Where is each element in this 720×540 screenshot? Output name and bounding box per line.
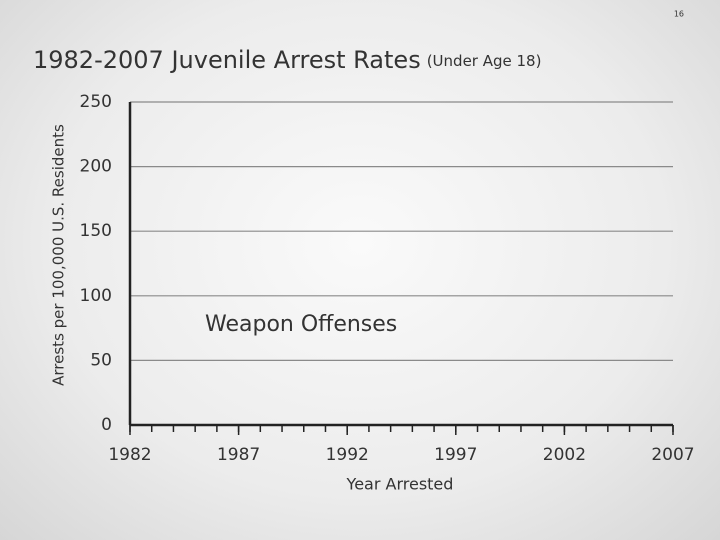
x-tick-label: 1992 xyxy=(326,445,369,465)
y-tick-label: 100 xyxy=(80,286,112,306)
x-tick-label: 1982 xyxy=(108,445,151,465)
subtitle: (Under Age 18) xyxy=(427,52,542,70)
y-tick-label: 250 xyxy=(80,92,112,112)
y-tick-label: 50 xyxy=(90,350,112,370)
title: 1982-2007 Juvenile Arrest Rates xyxy=(33,46,421,74)
y-tick-label: 0 xyxy=(101,415,112,435)
x-tick-label: 1997 xyxy=(434,445,477,465)
x-axis-title: Year Arrested xyxy=(346,475,454,494)
y-axis-title: Arrests per 100,000 U.S. Residents xyxy=(50,124,68,386)
page-number: 16 xyxy=(674,10,684,19)
y-tick-label: 200 xyxy=(80,157,112,177)
y-tick-label: 150 xyxy=(80,221,112,241)
x-tick-label: 1987 xyxy=(217,445,260,465)
chart-title: 1982-2007 Juvenile Arrest Rates (Under Ag… xyxy=(33,46,541,74)
x-tick-label: 2002 xyxy=(543,445,586,465)
x-tick-label: 2007 xyxy=(651,445,694,465)
annotation: Weapon Offenses xyxy=(205,312,397,337)
